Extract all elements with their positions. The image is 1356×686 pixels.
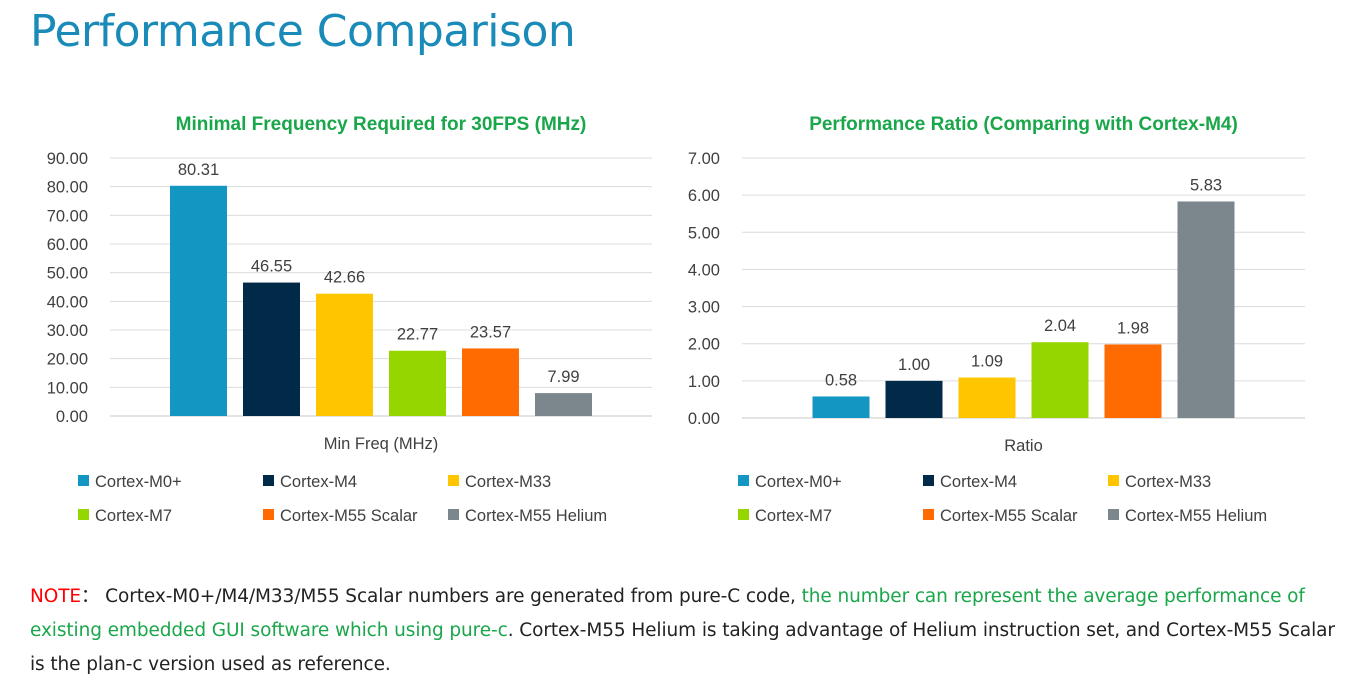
y-tick-label: 5.00 <box>688 224 720 242</box>
bar <box>958 377 1016 418</box>
legend-swatch <box>448 475 459 486</box>
y-tick-label: 80.00 <box>47 179 88 197</box>
note-text-1: Cortex-M0+/M4/M33/M55 Scalar numbers are… <box>99 586 802 607</box>
y-tick-label: 1.00 <box>688 373 720 391</box>
bar <box>389 350 446 416</box>
data-label: 42.66 <box>324 269 365 287</box>
y-tick-label: 4.00 <box>688 261 720 279</box>
y-tick-label: 0.00 <box>56 408 88 426</box>
legend-label: Cortex-M55 Helium <box>465 507 607 525</box>
frequency-chart-svg: Minimal Frequency Required for 30FPS (MH… <box>47 114 652 525</box>
y-tick-label: 60.00 <box>47 236 88 254</box>
legend-swatch <box>1108 475 1119 486</box>
legend-label: Cortex-M4 <box>280 473 357 491</box>
note-colon: ： <box>81 586 100 607</box>
y-tick-label: 30.00 <box>47 322 88 340</box>
data-label: 46.55 <box>251 258 292 276</box>
y-tick-label: 20.00 <box>47 351 88 369</box>
legend-swatch <box>78 475 89 486</box>
legend-label: Cortex-M7 <box>95 507 172 525</box>
data-label: 22.77 <box>397 326 438 344</box>
legend-label: Cortex-M33 <box>465 473 551 491</box>
bar <box>243 282 300 416</box>
bar <box>170 185 227 416</box>
note-prefix: NOTE <box>30 586 81 607</box>
note-text-2: . Cortex-M55 Helium is taking advantage … <box>30 620 1335 675</box>
legend-swatch <box>263 475 274 486</box>
legend-label: Cortex-M33 <box>1125 473 1211 491</box>
note-highlight: the number can represent the average per… <box>30 586 1305 641</box>
legend-swatch <box>738 509 749 520</box>
ratio-chart: Performance Ratio (Comparing with Cortex… <box>680 100 1340 540</box>
legend-label: Cortex-M7 <box>755 507 832 525</box>
ratio-chart-svg: Performance Ratio (Comparing with Cortex… <box>688 114 1305 525</box>
legend-swatch <box>263 509 274 520</box>
y-tick-label: 70.00 <box>47 207 88 225</box>
y-tick-label: 40.00 <box>47 293 88 311</box>
legend-label: Cortex-M55 Scalar <box>940 507 1078 525</box>
data-label: 7.99 <box>547 368 579 386</box>
frequency-chart: Minimal Frequency Required for 30FPS (MH… <box>20 100 680 540</box>
note-paragraph: NOTE： Cortex-M0+/M4/M33/M55 Scalar numbe… <box>30 580 1340 682</box>
y-tick-label: 2.00 <box>688 336 720 354</box>
y-tick-label: 3.00 <box>688 299 720 317</box>
data-label: 1.00 <box>898 356 930 374</box>
bar <box>1031 342 1089 418</box>
x-axis-label: Ratio <box>1004 437 1043 455</box>
legend-swatch <box>923 509 934 520</box>
legend-label: Cortex-M0+ <box>755 473 842 491</box>
bar <box>1104 344 1162 418</box>
chart-title: Minimal Frequency Required for 30FPS (MH… <box>176 114 587 135</box>
data-label: 23.57 <box>470 323 511 341</box>
bar <box>316 293 373 416</box>
legend-swatch <box>738 475 749 486</box>
y-tick-label: 90.00 <box>47 150 88 168</box>
y-tick-label: 6.00 <box>688 187 720 205</box>
data-label: 80.31 <box>178 161 219 179</box>
bar <box>1177 201 1235 418</box>
y-tick-label: 7.00 <box>688 150 720 168</box>
legend-label: Cortex-M55 Scalar <box>280 507 418 525</box>
y-tick-label: 10.00 <box>47 379 88 397</box>
data-label: 1.98 <box>1117 319 1149 337</box>
data-label: 2.04 <box>1044 317 1076 335</box>
chart-title: Performance Ratio (Comparing with Cortex… <box>809 114 1238 135</box>
bar <box>812 396 870 418</box>
bar <box>885 380 943 418</box>
page-title: Performance Comparison <box>30 6 576 57</box>
bar <box>462 348 519 416</box>
bar <box>535 393 592 416</box>
legend-swatch <box>448 509 459 520</box>
x-axis-label: Min Freq (MHz) <box>324 435 439 453</box>
legend-label: Cortex-M0+ <box>95 473 182 491</box>
data-label: 0.58 <box>825 371 857 389</box>
legend-swatch <box>1108 509 1119 520</box>
data-label: 1.09 <box>971 353 1003 371</box>
legend-swatch <box>923 475 934 486</box>
y-tick-label: 0.00 <box>688 410 720 428</box>
legend-label: Cortex-M55 Helium <box>1125 507 1267 525</box>
legend-label: Cortex-M4 <box>940 473 1017 491</box>
legend-swatch <box>78 509 89 520</box>
y-tick-label: 50.00 <box>47 265 88 283</box>
data-label: 5.83 <box>1190 176 1222 194</box>
